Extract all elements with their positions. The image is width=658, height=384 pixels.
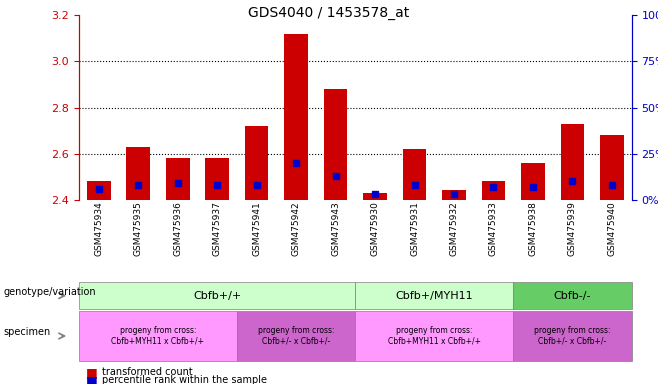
Bar <box>324 89 347 200</box>
Bar <box>245 126 268 200</box>
Bar <box>521 163 545 200</box>
Text: transformed count: transformed count <box>102 367 193 377</box>
Bar <box>87 181 111 200</box>
Bar <box>600 135 624 200</box>
Bar <box>205 158 229 200</box>
Bar <box>403 149 426 200</box>
Bar <box>482 181 505 200</box>
Text: progeny from cross:
Cbfb+MYH11 x Cbfb+/+: progeny from cross: Cbfb+MYH11 x Cbfb+/+ <box>388 326 481 346</box>
Text: progeny from cross:
Cbfb+/- x Cbfb+/-: progeny from cross: Cbfb+/- x Cbfb+/- <box>258 326 334 346</box>
Text: ■: ■ <box>86 374 97 384</box>
Text: progeny from cross:
Cbfb+MYH11 x Cbfb+/+: progeny from cross: Cbfb+MYH11 x Cbfb+/+ <box>111 326 205 346</box>
Text: genotype/variation: genotype/variation <box>3 287 96 297</box>
Text: Cbfb-/-: Cbfb-/- <box>554 291 591 301</box>
Bar <box>442 190 466 200</box>
Text: ■: ■ <box>86 366 97 379</box>
Text: specimen: specimen <box>3 327 51 337</box>
Text: GDS4040 / 1453578_at: GDS4040 / 1453578_at <box>248 6 410 20</box>
Text: Cbfb+/+: Cbfb+/+ <box>193 291 241 301</box>
Bar <box>363 193 387 200</box>
Bar <box>166 158 190 200</box>
Text: percentile rank within the sample: percentile rank within the sample <box>102 375 267 384</box>
Bar <box>561 124 584 200</box>
Bar <box>126 147 150 200</box>
Text: Cbfb+/MYH11: Cbfb+/MYH11 <box>395 291 473 301</box>
Bar <box>284 34 308 200</box>
Text: progeny from cross:
Cbfb+/- x Cbfb+/-: progeny from cross: Cbfb+/- x Cbfb+/- <box>534 326 611 346</box>
